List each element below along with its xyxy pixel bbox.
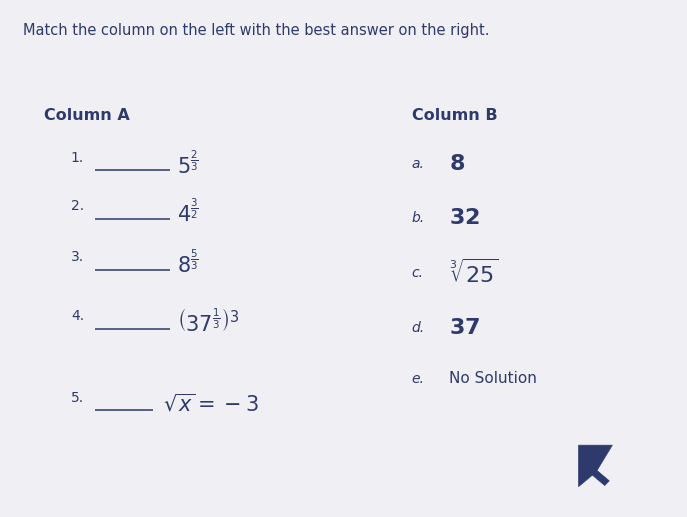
Text: $\mathbf{32}$: $\mathbf{32}$ (449, 208, 480, 227)
Text: $5^{\frac{2}{3}}$: $5^{\frac{2}{3}}$ (177, 150, 199, 177)
Text: d.: d. (412, 321, 425, 334)
Text: $\sqrt{x} = -3$: $\sqrt{x} = -3$ (163, 393, 259, 415)
Text: Column A: Column A (44, 108, 129, 123)
Text: 4.: 4. (71, 309, 84, 323)
Text: 5.: 5. (71, 391, 84, 405)
Text: $\left(37^{\frac{1}{3}}\right)^{3}$: $\left(37^{\frac{1}{3}}\right)^{3}$ (177, 309, 239, 336)
Text: 3.: 3. (71, 250, 84, 265)
Text: $\mathbf{8}$: $\mathbf{8}$ (449, 154, 465, 174)
Text: $8^{\frac{5}{3}}$: $8^{\frac{5}{3}}$ (177, 250, 199, 277)
Text: Match the column on the left with the best answer on the right.: Match the column on the left with the be… (23, 23, 490, 38)
Text: e.: e. (412, 372, 425, 386)
Polygon shape (578, 445, 612, 486)
Text: No Solution: No Solution (449, 371, 537, 386)
Text: $4^{\frac{3}{2}}$: $4^{\frac{3}{2}}$ (177, 199, 199, 226)
Text: a.: a. (412, 157, 425, 171)
Text: Column B: Column B (412, 108, 497, 123)
Text: 1.: 1. (71, 151, 85, 165)
Text: $\sqrt[3]{25}$: $\sqrt[3]{25}$ (449, 258, 498, 287)
Text: 2.: 2. (71, 200, 84, 214)
Text: c.: c. (412, 266, 424, 280)
Text: b.: b. (412, 210, 425, 224)
Text: $\mathbf{37}$: $\mathbf{37}$ (449, 317, 480, 338)
